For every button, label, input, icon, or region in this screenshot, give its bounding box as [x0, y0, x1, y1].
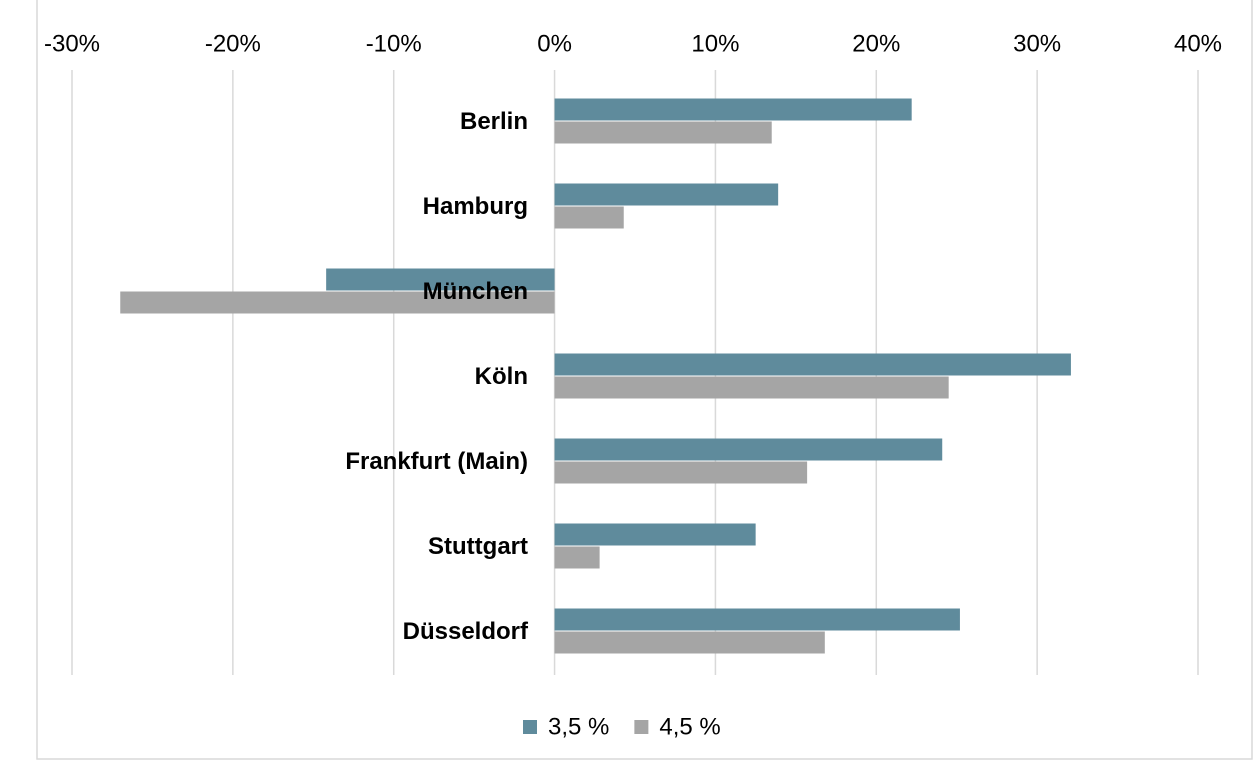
bar	[554, 206, 624, 229]
bar	[554, 376, 949, 399]
x-tick-label: -10%	[366, 30, 422, 57]
x-tick-label: 10%	[691, 30, 739, 57]
x-tick-label: 0%	[537, 30, 572, 57]
bar	[554, 608, 960, 631]
category-label: Berlin	[460, 108, 528, 135]
bar	[554, 438, 943, 461]
category-label: Hamburg	[423, 193, 528, 220]
category-label: Köln	[475, 363, 528, 390]
legend-swatch	[523, 720, 537, 734]
legend-swatch	[634, 720, 649, 734]
bar	[554, 353, 1071, 376]
category-label: Frankfurt (Main)	[345, 448, 528, 475]
x-tick-label: 30%	[1013, 30, 1061, 57]
bar	[554, 121, 772, 144]
bar	[554, 98, 912, 121]
category-label: München	[423, 278, 528, 305]
bar	[554, 523, 756, 546]
x-tick-label: 20%	[852, 30, 900, 57]
bar	[554, 461, 808, 484]
category-label: Stuttgart	[428, 533, 528, 560]
bar	[120, 291, 555, 314]
category-label: Düsseldorf	[403, 618, 529, 645]
x-tick-label: 40%	[1174, 30, 1222, 57]
bar	[554, 183, 779, 206]
x-tick-label: -30%	[44, 30, 100, 57]
bar	[554, 631, 825, 654]
legend-label: 3,5 %	[548, 713, 609, 740]
x-tick-label: -20%	[205, 30, 261, 57]
bar	[326, 268, 555, 291]
legend-label: 4,5 %	[659, 713, 720, 740]
bar	[554, 546, 600, 569]
